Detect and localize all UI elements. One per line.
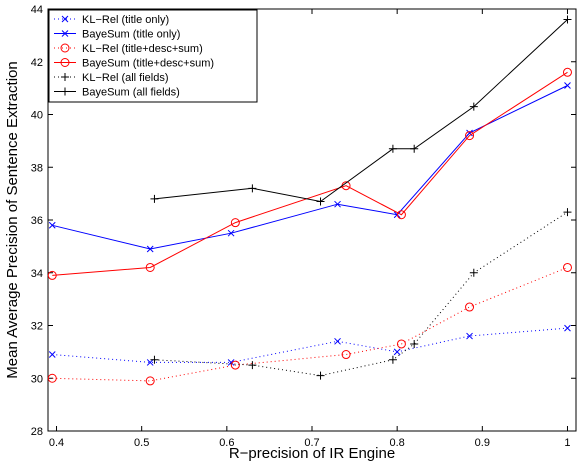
data-point <box>230 360 240 370</box>
legend-label: KL−Rel (title+desc+sum) <box>82 43 203 55</box>
series-1 <box>48 324 571 366</box>
legend-label: BayeSum (title only) <box>82 29 180 41</box>
legend-marker <box>60 58 70 67</box>
data-point <box>334 200 341 208</box>
data-point <box>465 131 475 141</box>
series-line <box>154 211 568 377</box>
series-line <box>52 327 568 363</box>
data-point <box>48 351 56 358</box>
data-point <box>334 337 341 345</box>
x-tick-label: 0.7 <box>304 437 319 449</box>
data-point <box>150 355 159 364</box>
x-tick-label: 0.4 <box>49 437 64 449</box>
series-line <box>52 85 568 250</box>
legend-marker <box>60 43 70 53</box>
data-point <box>388 355 397 364</box>
legend-box <box>48 9 258 103</box>
y-tick-label: 42 <box>31 57 43 69</box>
data-point <box>48 221 56 229</box>
y-axis-label: Mean Average Precision of Sentence Extra… <box>4 61 21 378</box>
data-point <box>47 270 57 280</box>
axes: 0.4 0.5 0.6 0.7 0.8 0.9 1 28 30 32 34 36 38 40 42 44 <box>31 4 577 449</box>
data-point <box>230 218 240 228</box>
data-point <box>150 194 159 203</box>
x-tick-label: 0.8 <box>390 437 405 449</box>
y-tick-label: 28 <box>31 426 43 438</box>
data-point <box>248 184 257 193</box>
data-point <box>145 376 155 386</box>
data-point <box>146 359 154 366</box>
legend-label: KL−Rel (title only) <box>82 14 169 26</box>
y-tick-label: 44 <box>31 4 43 16</box>
data-point <box>410 144 419 153</box>
y-tick-label: 40 <box>31 110 43 122</box>
data-point <box>146 245 154 253</box>
legend-marker <box>61 73 69 81</box>
data-point <box>466 332 473 340</box>
y-tick-label: 38 <box>31 162 43 174</box>
series-line <box>52 267 568 382</box>
legend-label: BayeSum (title+desc+sum) <box>82 58 214 70</box>
series-line <box>52 71 568 276</box>
x-tick-label: 0.5 <box>134 437 149 449</box>
data-point <box>47 373 57 383</box>
x-tick-label: 0.6 <box>219 437 234 449</box>
x-tick-label: 1 <box>564 437 570 449</box>
data-point <box>410 339 419 348</box>
series-3 <box>47 262 572 386</box>
data-point <box>465 302 475 312</box>
legend-label: BayeSum (all fields) <box>82 87 180 99</box>
data-point <box>562 67 572 77</box>
y-tick-label: 34 <box>31 268 43 280</box>
y-tick-label: 30 <box>31 373 43 385</box>
legend-marker <box>61 87 69 96</box>
data-point <box>563 15 572 24</box>
data-point <box>316 371 325 380</box>
data-point <box>563 208 572 217</box>
series-6 <box>150 15 572 206</box>
legend-marker <box>61 15 69 23</box>
data-point <box>393 348 401 356</box>
data-point <box>145 262 155 272</box>
data-point <box>227 229 235 237</box>
data-point <box>469 102 478 111</box>
series-2 <box>48 82 571 253</box>
data-point <box>341 350 351 360</box>
data-point <box>466 129 473 137</box>
x-axis-label: R−precision of IR Engine <box>229 445 395 462</box>
data-point <box>564 82 571 89</box>
data-point <box>248 361 257 370</box>
data-point <box>227 359 235 366</box>
data-point <box>316 197 325 206</box>
y-tick-label: 36 <box>31 215 43 227</box>
legend-marker <box>61 30 69 37</box>
legend-label: KL−Rel (all fields) <box>82 72 169 84</box>
data-point <box>562 262 572 272</box>
data-point <box>564 324 571 332</box>
data-point <box>388 144 397 153</box>
series-4 <box>47 67 572 280</box>
y-tick-label: 32 <box>31 321 43 333</box>
data-point <box>396 339 406 349</box>
x-tick-label: 0.9 <box>475 437 490 449</box>
series-5 <box>150 208 572 380</box>
plot-series <box>47 15 572 386</box>
data-point <box>396 210 406 220</box>
data-point <box>469 268 478 277</box>
legend: KL−Rel (title only) BayeSum (title only) K… <box>48 9 258 103</box>
